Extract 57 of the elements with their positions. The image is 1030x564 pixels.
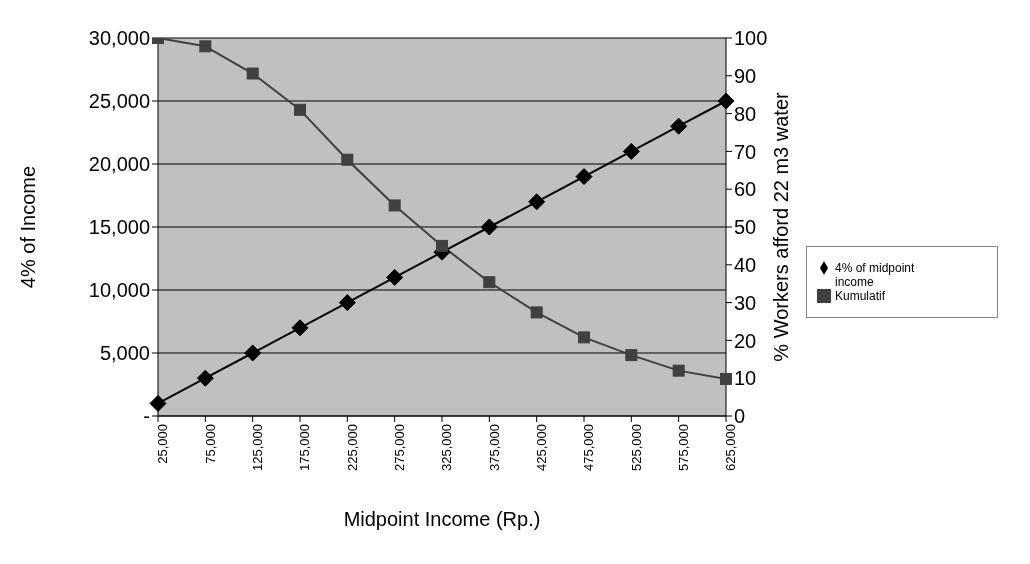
point [199, 40, 212, 53]
point [625, 349, 638, 362]
point [246, 67, 259, 80]
x-tick-label: 375,000 [486, 424, 502, 471]
y2-tick-label: 20 [734, 329, 757, 352]
point [530, 306, 543, 319]
point [528, 193, 546, 211]
point [388, 199, 401, 212]
x-tick-label: 225,000 [344, 424, 360, 471]
point [149, 394, 167, 412]
y-tick-label: 10,000 [88, 279, 150, 302]
point [341, 153, 354, 166]
y-tick-label: 20,000 [88, 153, 150, 176]
point [480, 218, 498, 236]
point [386, 268, 404, 286]
point [672, 364, 685, 377]
legend-label: Kumulatif [835, 288, 887, 303]
y2-tick-label: 90 [734, 64, 757, 87]
y2-axis-title: % Workers afford 22 m3 water [770, 91, 793, 362]
point [244, 344, 262, 362]
y-tick-label: 15,000 [88, 216, 150, 239]
y-axis-title: 4% of Income [17, 165, 40, 289]
y2-tick-label: 30 [734, 291, 757, 314]
y2-tick-label: 40 [734, 253, 757, 276]
point [720, 372, 732, 385]
x-tick-label: 525,000 [628, 424, 644, 471]
y2-tick-label: 10 [734, 367, 757, 390]
x-tick-label: 425,000 [533, 424, 549, 471]
point [717, 92, 735, 110]
x-tick-label: 475,000 [581, 424, 597, 471]
x-tick-label: 575,000 [675, 424, 691, 471]
point [622, 142, 640, 160]
x-tick-label: 75,000 [202, 424, 218, 464]
y2-tick-label: 60 [734, 178, 757, 201]
point [338, 294, 356, 312]
y-tick-label: 5,000 [99, 342, 150, 365]
point [291, 319, 309, 337]
y-tick-label: 25,000 [88, 90, 150, 113]
x-axis-title: Midpoint Income (Rp.) [343, 508, 541, 530]
x-tick-label: 275,000 [391, 424, 407, 471]
point [436, 239, 448, 252]
point [294, 103, 306, 116]
point [483, 276, 496, 289]
y2-tick-label: 70 [734, 140, 757, 163]
y-tick-label: - [143, 405, 150, 428]
point [670, 117, 688, 135]
x-tick-label: 175,000 [297, 424, 313, 471]
point [575, 168, 593, 186]
y2-tick-label: 100 [734, 27, 768, 50]
legend-label: 4% of midpoint income [835, 260, 916, 289]
y-tick-label: 30,000 [88, 27, 150, 50]
x-tick-label: 125,000 [249, 424, 265, 471]
y2-tick-label: 50 [734, 216, 757, 239]
point [578, 331, 590, 344]
x-tick-label: 325,000 [439, 424, 455, 471]
point [196, 369, 214, 387]
y2-tick-label: 80 [734, 102, 757, 125]
